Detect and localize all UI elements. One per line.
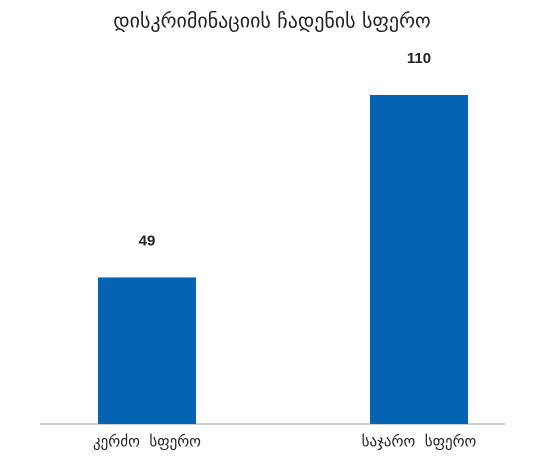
bar: [370, 95, 468, 424]
x-tick-label: საჯარო სფერო: [362, 433, 477, 451]
value-label: 49: [139, 232, 156, 249]
x-tick-label: კერძო სფერო: [93, 433, 201, 451]
bar: [98, 277, 196, 424]
value-label: 110: [407, 50, 431, 67]
chart-title: დისკრიმინაციის ჩადენის სფერო: [113, 9, 430, 33]
